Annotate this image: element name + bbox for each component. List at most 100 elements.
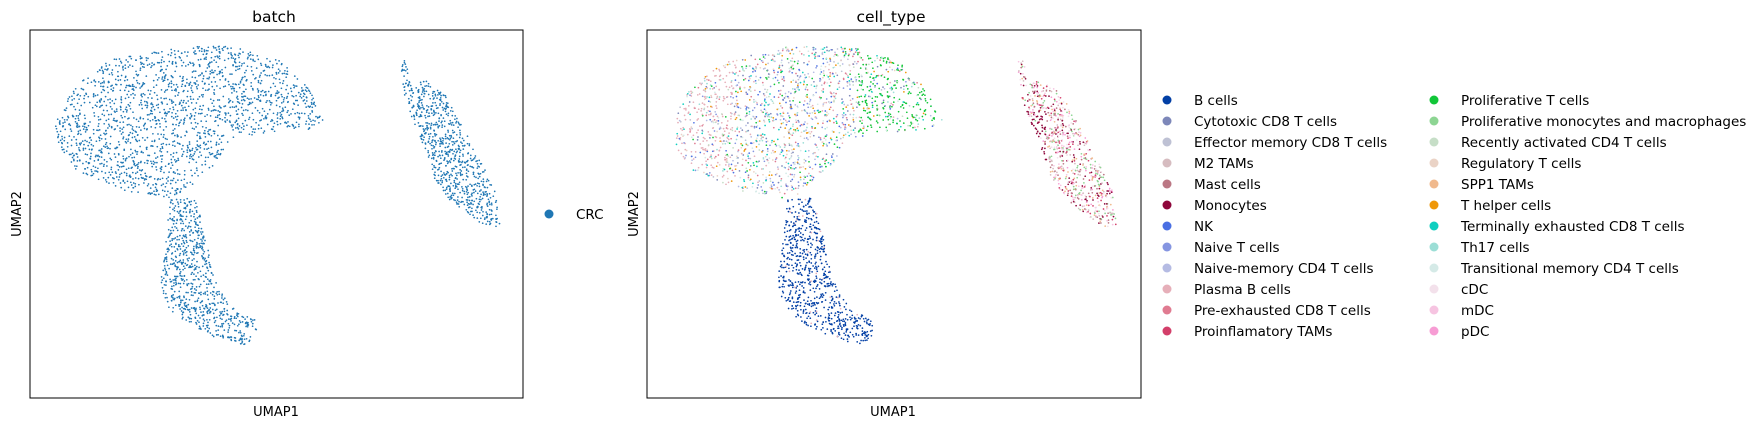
scatter-point	[200, 227, 203, 230]
scatter-point	[786, 95, 789, 98]
scatter-point	[162, 183, 165, 185]
scatter-point	[838, 86, 841, 89]
scatter-point	[846, 85, 849, 87]
scatter-point	[721, 115, 724, 118]
scatter-point	[871, 104, 874, 107]
scatter-point	[844, 128, 846, 130]
scatter-point	[403, 89, 406, 92]
scatter-point	[186, 241, 188, 244]
scatter-point	[86, 82, 89, 85]
scatter-point	[165, 125, 168, 128]
scatter-point	[452, 194, 455, 197]
scatter-point	[805, 183, 808, 186]
scatter-point	[175, 222, 178, 225]
scatter-point	[462, 200, 464, 203]
scatter-point	[241, 335, 243, 338]
scatter-point	[429, 142, 431, 145]
scatter-point	[461, 186, 463, 188]
scatter-point	[860, 88, 863, 90]
scatter-point	[174, 116, 177, 118]
scatter-point	[682, 155, 685, 158]
scatter-point	[218, 143, 220, 145]
scatter-point	[238, 323, 240, 326]
scatter-point	[165, 194, 168, 196]
scatter-point	[167, 53, 170, 56]
scatter-point	[299, 95, 301, 98]
scatter-point	[120, 62, 123, 64]
scatter-point	[931, 125, 934, 127]
scatter-point	[490, 213, 493, 216]
scatter-point	[233, 323, 236, 326]
scatter-point	[478, 200, 481, 203]
scatter-point	[183, 275, 186, 277]
scatter-point	[440, 114, 442, 117]
scatter-point	[812, 71, 815, 74]
scatter-point	[192, 158, 195, 161]
scatter-point	[235, 96, 238, 99]
scatter-point	[228, 100, 231, 103]
scatter-point	[725, 85, 728, 88]
scatter-point	[202, 314, 204, 316]
scatter-point	[202, 311, 205, 313]
scatter-point	[152, 184, 154, 186]
scatter-point	[441, 154, 444, 157]
scatter-point	[455, 133, 458, 136]
scatter-point	[203, 129, 206, 132]
scatter-point	[94, 94, 97, 97]
scatter-point	[196, 217, 199, 219]
scatter-point	[870, 124, 872, 127]
scatter-point	[197, 234, 200, 237]
scatter-point	[427, 151, 430, 154]
scatter-point	[180, 299, 182, 301]
scatter-point	[455, 151, 458, 154]
scatter-point	[798, 163, 801, 166]
scatter-point	[755, 190, 757, 193]
scatter-point	[772, 102, 775, 104]
scatter-point	[250, 102, 252, 105]
scatter-point	[795, 119, 797, 121]
scatter-point	[249, 51, 252, 54]
scatter-point	[148, 192, 151, 194]
scatter-point	[188, 84, 190, 87]
scatter-point	[176, 118, 178, 121]
scatter-point	[442, 109, 445, 111]
scatter-point	[882, 57, 885, 60]
scatter-point	[729, 167, 731, 170]
scatter-point	[849, 69, 852, 72]
scatter-point	[107, 127, 109, 129]
scatter-point	[180, 310, 183, 312]
scatter-point	[765, 63, 767, 66]
scatter-point	[735, 59, 738, 62]
scatter-point	[270, 93, 273, 96]
scatter-point	[773, 184, 775, 186]
scatter-point	[889, 60, 892, 62]
scatter-point	[162, 290, 165, 292]
scatter-point	[245, 109, 247, 111]
scatter-point	[100, 66, 103, 68]
scatter-point	[199, 283, 202, 286]
scatter-point	[727, 177, 729, 180]
scatter-point	[751, 186, 754, 188]
scatter-point	[199, 112, 202, 115]
scatter-point	[459, 191, 461, 194]
scatter-point	[871, 61, 874, 64]
scatter-point	[225, 301, 228, 303]
scatter-point	[845, 116, 848, 119]
scatter-point	[810, 84, 813, 86]
scatter-point	[748, 152, 751, 154]
scatter-point	[177, 179, 179, 181]
scatter-point	[105, 129, 107, 132]
scatter-point	[774, 187, 776, 190]
scatter-point	[238, 125, 241, 127]
scatter-point	[896, 68, 898, 71]
scatter-point	[132, 97, 135, 99]
scatter-point	[203, 132, 205, 134]
scatter-point	[186, 197, 189, 200]
scatter-point	[122, 131, 124, 134]
scatter-point	[179, 210, 181, 213]
scatter-point	[684, 157, 686, 159]
scatter-point	[474, 190, 477, 192]
scatter-point	[712, 120, 714, 122]
scatter-point	[739, 88, 741, 90]
scatter-point	[833, 75, 836, 78]
